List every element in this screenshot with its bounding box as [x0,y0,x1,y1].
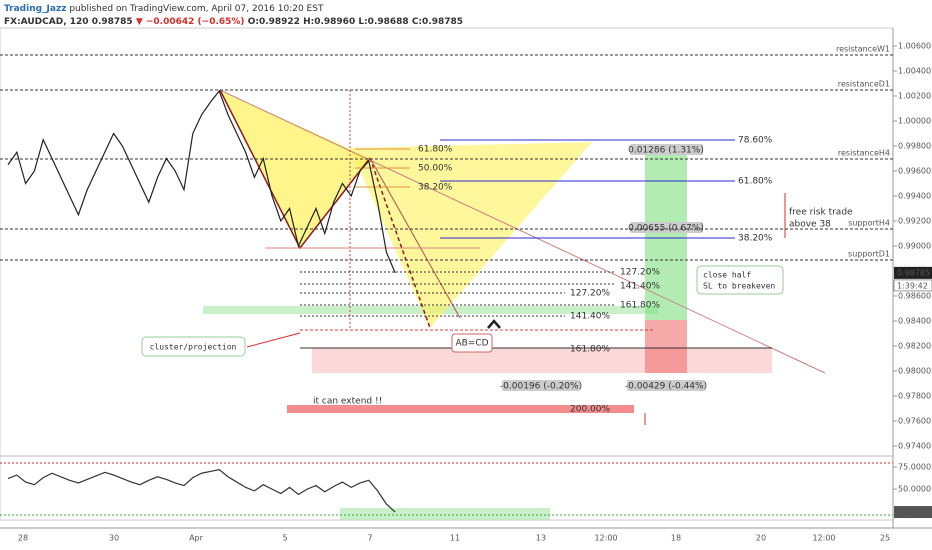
open: O:0.98922 [248,17,300,27]
pattern-cd [369,157,431,329]
note: close half [703,271,751,280]
ext-label: 200.00% [570,405,610,415]
level-label: supportH4 [848,219,890,228]
fib-label: 61.80% [418,145,453,155]
note: SL to breakeven [703,282,775,291]
close: C:0.98785 [412,17,463,27]
y-tick-label: 0.97400 [898,442,931,451]
measure-box [502,380,580,391]
symbol: FX:AUDCAD, 120 [4,17,89,27]
ext-label: 127.20% [570,289,610,299]
x-tick-label: 25 [880,534,890,543]
last-label: 0.98785 [897,268,930,277]
y-tick-label: 0.98000 [898,367,931,376]
author: Trading_Jazz [4,4,66,14]
fib-label: 61.80% [738,177,773,187]
rsi-band [340,508,550,520]
x-tick-label: 30 [109,534,119,543]
note: AB=CD [455,339,488,349]
ext-label: 141.40% [620,282,660,292]
trend-line [219,89,826,374]
y-tick-label: 0.99200 [898,217,931,226]
y-tick-label: 0.99800 [898,142,931,151]
pattern-bcd [350,142,592,328]
measure: -0.00196 (-0.20%) [500,382,582,392]
level-label: resistanceH4 [838,149,890,158]
fib-label: 50.00% [418,164,453,174]
y-tick-label: 0.99400 [898,192,931,201]
y-tick-label: 0.97800 [898,392,931,401]
x-tick-label: Apr [189,534,204,543]
x-tick-label: 18 [671,534,681,543]
fib-label: 78.60% [738,136,773,146]
symbol-line: FX:AUDCAD, 120 0.98785 ▼ −0.00642 (−0.65… [4,17,463,27]
y-tick-label: 1.00600 [898,42,931,51]
y-tick-label: 0.97600 [898,417,931,426]
loss-box [645,320,687,373]
drawings: 61.80% 50.00% 38.20% 78.60% 61.80% 38.20… [0,89,893,520]
x-tick-label: 28 [18,534,28,543]
ext-label: 127.20% [620,268,660,278]
last-box [894,506,932,519]
measure-box [630,222,703,233]
fib-label: 38.20% [738,234,773,244]
y-tick-label: 1.00200 [898,92,931,101]
level-label: resistanceW1 [836,45,890,54]
last-label: 23.2283 [897,508,930,517]
y-tick-label: 1.00400 [898,67,931,76]
x-tick-label: 20 [756,534,766,543]
measure-box [627,380,705,391]
measure: 0.01286 (1.31%) [628,146,704,156]
x-tick-label: 12:00 [594,534,617,543]
last: 0.98785 [92,17,133,27]
y-tick-label: 50.0000 [898,485,931,494]
y-tick-label: 1.00000 [898,117,931,126]
y-tick-label: 0.98600 [898,292,931,301]
ext-label: 161.80% [620,301,660,311]
price-line [7,89,396,274]
note: above 38 [789,220,831,230]
ext-lines [300,271,615,317]
x-tick-label: 11 [450,534,460,543]
low: L:0.98688 [358,17,408,27]
rsi-line [7,469,396,513]
caret [487,319,501,329]
y-tick-label: 0.99600 [898,167,931,176]
last-box [894,266,932,279]
change: ▼ −0.00642 (−0.65%) [136,17,245,27]
y-tick-label: 75.0000 [898,463,931,472]
arrow [246,332,301,348]
note-box [141,336,246,357]
profit-box [645,152,687,320]
pattern-xab [220,90,370,248]
x-tick-label: 12:00 [812,534,835,543]
level-label: resistanceD1 [838,80,890,89]
y-tick-label: 0.98400 [898,317,931,326]
x-tick-label: 5 [282,534,287,543]
y-tick-label: 0.98200 [898,342,931,351]
level-label: supportD1 [848,250,890,259]
fib-label: 38.20% [418,183,453,193]
trend-line [369,157,461,319]
note-box [451,333,493,353]
measure-box [630,144,703,155]
note: free risk trade [789,208,853,218]
x-tick-label: 13 [536,534,546,543]
ext-label: 161.80% [570,345,610,355]
countdown-box [893,279,932,292]
header-line: Trading_Jazz published on TradingView.co… [4,4,324,14]
y-tick-label: 0.99000 [898,242,931,251]
red-band [287,405,634,413]
published: published on TradingView.com, April 07, … [69,4,324,14]
note: cluster/projection [150,343,237,352]
note: it can extend !! [313,397,382,407]
countdown: 1:39:42 [897,281,928,290]
note-box [696,265,784,295]
x-tick-label: 7 [367,534,372,543]
high: H:0.98960 [303,17,355,27]
ext-label: 141.40% [570,312,610,322]
pink-box [312,348,772,373]
measure: -0.00429 (-0.44%) [625,382,707,392]
